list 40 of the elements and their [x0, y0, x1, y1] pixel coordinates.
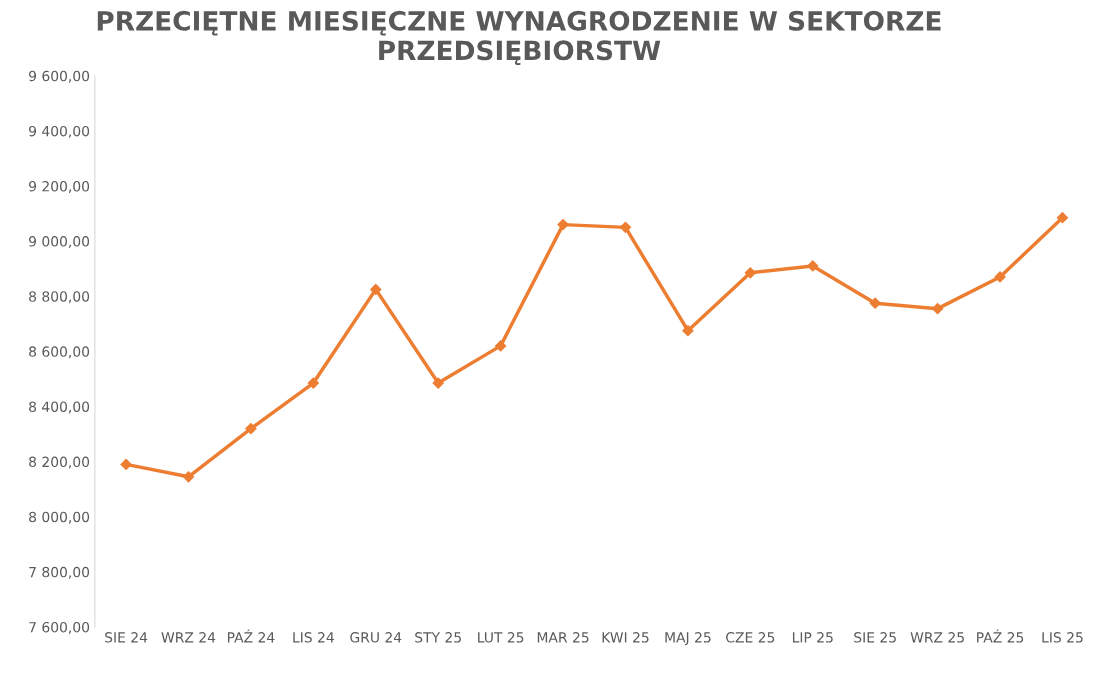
y-tick-label: 8 400,00 [29, 401, 90, 414]
point [619, 221, 632, 234]
x-tick-label: LUT 25 [478, 632, 524, 643]
point [245, 422, 257, 435]
x-tick-label: STY 25 [415, 632, 461, 643]
point [307, 377, 320, 389]
x-tick-label: WRZ 25 [910, 632, 964, 643]
chart-title: PRZECIĘTNE MIESIĘCZNE WYNAGRODZENIE W SEKTORZE PRZEDSIĘBIORSTW [97, 10, 941, 66]
x-tick-label: SIE 24 [105, 632, 148, 643]
x-tick-label: CZE 25 [726, 632, 775, 643]
y-tick-label: 9 400,00 [29, 125, 90, 138]
x-tick-label: LIP 25 [792, 632, 833, 643]
point [432, 377, 445, 389]
point [557, 218, 569, 231]
x-tick-label: KWI 25 [602, 632, 649, 643]
x-tick-label: LIS 25 [1042, 632, 1083, 643]
x-tick-label: PAŹ 24 [227, 629, 275, 643]
x-tick-label: WRZ 24 [161, 632, 216, 643]
point [682, 324, 694, 337]
point [1056, 211, 1069, 224]
point [744, 266, 757, 279]
y-tick-label: 9 600,00 [29, 70, 90, 83]
x-tick-label: GRU 24 [350, 632, 402, 643]
point [369, 283, 382, 296]
y-tick-label: 8 800,00 [29, 291, 90, 304]
y-tick-label: 8 000,00 [29, 511, 90, 524]
x-tick-label: SIE 25 [854, 632, 896, 643]
point [120, 458, 132, 471]
x-tick-label: MAJ 25 [665, 632, 711, 646]
y-tick-label: 9 200,00 [29, 181, 90, 193]
y-tick-label: 7 600,00 [29, 621, 90, 634]
x-tick-label: MAR 25 [537, 632, 589, 643]
point [182, 470, 195, 483]
y-tick-label: 8 600,00 [29, 346, 90, 359]
y-tick-label: 9 000,00 [29, 236, 90, 249]
x-tick-label: PAŹ 25 [977, 629, 1024, 643]
y-tick-label: 7 800,00 [29, 566, 90, 579]
x-tick-label: LIS 24 [293, 632, 334, 643]
point [494, 339, 507, 352]
y-tick-label: 8 200,00 [29, 456, 90, 469]
